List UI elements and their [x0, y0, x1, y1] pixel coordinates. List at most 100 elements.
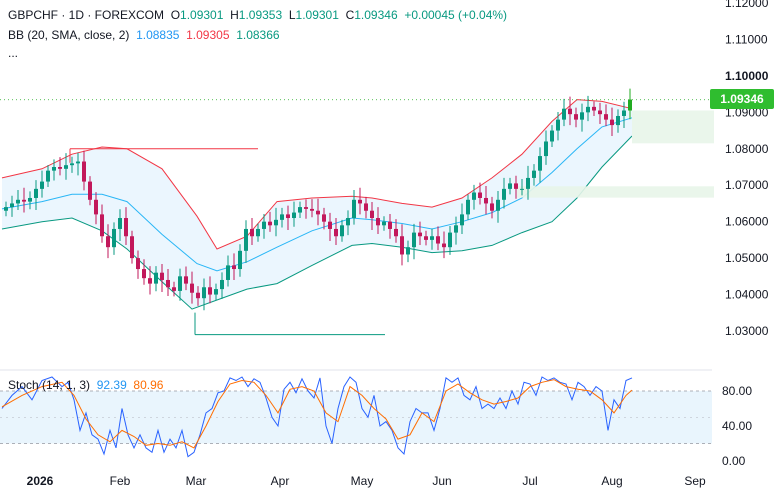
candle-body — [370, 210, 374, 219]
candle-body — [580, 112, 584, 120]
time-tick-label: Mar — [186, 474, 207, 488]
bb-upper-line — [1, 99, 633, 250]
candle-body — [184, 276, 188, 284]
candle-body — [520, 188, 524, 190]
change-value: +0.00045 (+0.04%) — [404, 8, 508, 22]
candle-body — [244, 228, 248, 251]
candle-body — [490, 203, 494, 211]
candle-body — [142, 269, 146, 279]
more-indicators-button[interactable]: ... — [8, 46, 19, 60]
candle-body — [316, 210, 320, 215]
time-tick-label: 2026 — [27, 474, 54, 488]
time-tick-label: Aug — [601, 474, 622, 488]
candle-body — [232, 265, 236, 270]
candle-body — [628, 99, 632, 111]
candle-body — [310, 208, 314, 211]
candle-body — [598, 110, 602, 115]
candle-body — [562, 108, 566, 120]
candle-body — [508, 183, 512, 189]
candle-body — [130, 236, 134, 259]
candle-body — [364, 203, 368, 211]
candle-body — [40, 181, 44, 189]
candle-body — [274, 219, 278, 226]
stoch-label: Stoch (14, 1, 3) — [8, 378, 91, 392]
candle-body — [418, 232, 422, 237]
stoch-d-value: 80.96 — [133, 378, 164, 392]
price-tick-label: 1.08000 — [725, 142, 769, 156]
last-price-badge: 1.09346 — [710, 89, 774, 109]
candle-body — [52, 167, 56, 171]
price-axis[interactable]: 1.120001.110001.100001.090001.080001.070… — [725, 0, 769, 338]
candlesticks — [0, 88, 712, 311]
candle-body — [586, 106, 590, 113]
time-tick-label: Feb — [110, 474, 131, 488]
candle-body — [112, 228, 116, 248]
time-axis[interactable]: 2026 Feb Mar Apr May Jun Jul Aug Sep — [27, 474, 706, 488]
candle-body — [358, 199, 362, 204]
candle-body — [346, 218, 350, 226]
candle-body — [394, 228, 398, 237]
candle-body — [616, 115, 620, 126]
candle-body — [268, 221, 272, 226]
horizontal-lines — [69, 148, 385, 336]
stoch-tick-label: 40.00 — [722, 419, 752, 433]
candle-body — [574, 114, 578, 120]
close-value: 1.09346 — [354, 8, 398, 22]
candle-body — [502, 188, 506, 200]
candle-body — [340, 225, 344, 237]
symbol-label[interactable]: GBPCHF · 1D · FOREXCOM — [8, 8, 165, 22]
candle-body — [148, 278, 152, 284]
candle-body — [88, 181, 92, 200]
candle-body — [82, 161, 86, 182]
candle-body — [124, 218, 128, 237]
candle-body — [46, 170, 50, 182]
zone-1 — [517, 186, 714, 198]
stochastic-pane — [0, 376, 712, 458]
candle-body — [286, 214, 290, 219]
high-label: H — [230, 8, 239, 22]
price-tick-label: 1.12000 — [725, 0, 769, 10]
low-value: 1.09301 — [295, 8, 339, 22]
time-tick-label: Apr — [271, 474, 290, 488]
candle-body — [202, 287, 206, 299]
candle-body — [448, 232, 452, 248]
bb-legend[interactable]: BB (20, SMA, close, 2) 1.08835 1.09305 1… — [8, 28, 280, 42]
candle-body — [454, 225, 458, 233]
time-tick-label: Jun — [432, 474, 451, 488]
stoch-tick-label: 80.00 — [722, 384, 752, 398]
candle-body — [460, 214, 464, 226]
candle-body — [196, 292, 200, 299]
candle-body — [22, 199, 26, 202]
time-tick-label: Sep — [684, 474, 706, 488]
time-tick-label: May — [351, 474, 374, 488]
open-value: 1.09301 — [180, 8, 224, 22]
candle-body — [532, 170, 536, 178]
stoch-legend[interactable]: Stoch (14, 1, 3) 92.39 80.96 — [8, 378, 163, 392]
time-tick-label: Jul — [522, 474, 537, 488]
candle-body — [604, 114, 608, 120]
bb-lower-value: 1.08366 — [236, 28, 280, 42]
candle-body — [538, 156, 542, 171]
candle-body — [118, 218, 122, 229]
bb-band-fill — [2, 99, 632, 310]
candle-body — [466, 199, 470, 215]
stoch-axis[interactable]: 80.00 40.00 0.00 — [722, 384, 752, 468]
candle-body — [334, 228, 338, 237]
candle-body — [10, 203, 14, 208]
candle-body — [328, 221, 332, 229]
candle-body — [304, 207, 308, 209]
bb-label: BB (20, SMA, close, 2) — [8, 28, 130, 42]
price-tick-label: 1.03000 — [725, 324, 769, 338]
candle-body — [430, 236, 434, 240]
price-tick-label: 1.11000 — [725, 32, 768, 46]
candle-body — [526, 177, 530, 189]
candle-body — [172, 287, 176, 291]
candle-body — [250, 228, 254, 237]
candle-body — [76, 161, 80, 164]
candle-body — [514, 183, 518, 189]
candle-body — [400, 236, 404, 255]
candle-body — [484, 197, 488, 204]
candle-body — [70, 163, 74, 166]
candle-body — [622, 110, 626, 116]
